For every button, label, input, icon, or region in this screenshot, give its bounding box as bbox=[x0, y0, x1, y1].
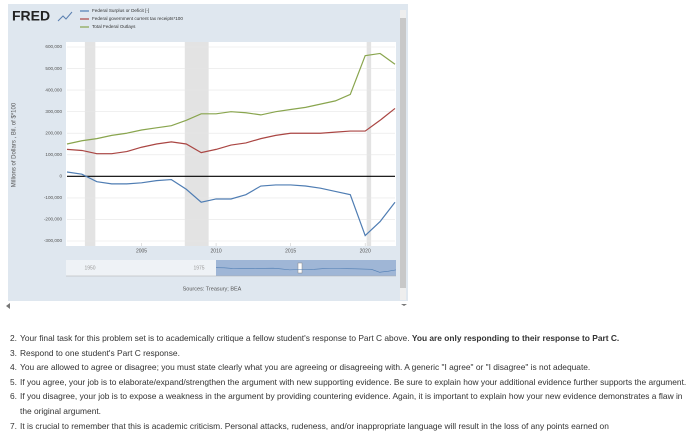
item-text-block: Your final task for this problem set is … bbox=[20, 331, 619, 346]
navigator-selection[interactable] bbox=[216, 260, 396, 276]
list-item: 5. If you agree, your job is to elaborate… bbox=[10, 375, 696, 390]
legend-label: Federal Surplus or Deficit [-] bbox=[92, 8, 149, 13]
x-tick-label: 2015 bbox=[285, 248, 296, 254]
y-tick-label: 500,000 bbox=[45, 66, 62, 71]
recession-band bbox=[184, 42, 209, 246]
list-item: 7. It is crucial to remember that this is… bbox=[10, 419, 696, 434]
legend-label: Total Federal Outlays bbox=[92, 24, 136, 29]
recession-band bbox=[84, 42, 96, 246]
item-text: Respond to one student's Part C response… bbox=[20, 347, 180, 358]
y-axis-label: Millions of Dollars , Bil. of $*100 bbox=[12, 102, 18, 187]
item-number: 4. bbox=[10, 362, 17, 373]
y-tick-label: 400,000 bbox=[45, 87, 62, 92]
scroll-down[interactable] bbox=[401, 304, 407, 306]
navigator-handle[interactable] bbox=[297, 262, 303, 274]
item-text-block: It is crucial to remember that this is a… bbox=[20, 419, 609, 434]
navigator-label: 1975 bbox=[193, 265, 204, 271]
x-tick-label: 2005 bbox=[136, 248, 147, 254]
item-text: If you agree, your job is to elaborate/e… bbox=[20, 376, 687, 387]
item-text: If you disagree, your job is to expose a… bbox=[20, 391, 683, 416]
list-item: 6. If you disagree, your job is to expose… bbox=[10, 389, 696, 418]
instructions: 2. Your final task for this problem set i… bbox=[10, 331, 696, 433]
series-line bbox=[66, 107, 396, 155]
source: Sources: Treasury; BEA bbox=[183, 286, 242, 292]
brand-icon bbox=[57, 11, 73, 22]
item-number: 6. bbox=[10, 391, 17, 402]
plot-area bbox=[66, 42, 396, 246]
series-line bbox=[66, 52, 396, 145]
item-text-block: Respond to one student's Part C response… bbox=[20, 346, 180, 361]
item-text: You are allowed to agree or disagree; yo… bbox=[20, 362, 591, 373]
y-tick-label: 0 bbox=[59, 174, 62, 179]
list-item: 4. You are allowed to agree or disagree; … bbox=[10, 360, 696, 375]
item-number: 2. bbox=[10, 333, 17, 343]
item-number: 3. bbox=[10, 347, 17, 358]
item-text-block: If you disagree, your job is to expose a… bbox=[20, 389, 696, 418]
item-text-block: If you agree, your job is to elaborate/e… bbox=[20, 375, 686, 390]
y-tick-label: 100,000 bbox=[45, 152, 62, 157]
list-item: 3. Respond to one student's Part C respon… bbox=[10, 346, 696, 361]
item-number: 7. bbox=[10, 420, 17, 431]
y-tick-label: -200,000 bbox=[44, 217, 63, 222]
list-item: 2. Your final task for this problem set i… bbox=[10, 331, 696, 346]
navigator-line bbox=[215, 267, 397, 273]
item-number: 5. bbox=[10, 376, 17, 387]
y-tick-label: 300,000 bbox=[45, 109, 62, 114]
chart: FRED Millions of Dollars , Bil. of $*100… bbox=[6, 4, 408, 309]
navigator-label: 1950 bbox=[84, 265, 95, 271]
item-emphasis: You are only responding to their respons… bbox=[411, 333, 620, 343]
brand: FRED bbox=[12, 8, 50, 24]
y-tick-label: -100,000 bbox=[44, 195, 63, 200]
legend-label: Federal government current tax receipts*… bbox=[92, 16, 183, 21]
series-line bbox=[66, 171, 396, 237]
item-text: It is crucial to remember that this is a… bbox=[20, 420, 609, 431]
scrollbar-thumb[interactable] bbox=[400, 18, 406, 288]
y-tick-label: 600,000 bbox=[45, 44, 62, 49]
item-text: Your final task for this problem set is … bbox=[20, 333, 412, 343]
y-tick-label: -300,000 bbox=[44, 238, 63, 243]
recession-band bbox=[366, 42, 372, 246]
x-tick-label: 2020 bbox=[360, 248, 371, 254]
y-tick-label: 200,000 bbox=[45, 130, 62, 135]
scroll-left[interactable] bbox=[6, 303, 10, 309]
item-text-block: You are allowed to agree or disagree; yo… bbox=[20, 360, 590, 375]
x-tick-label: 2010 bbox=[211, 248, 222, 254]
